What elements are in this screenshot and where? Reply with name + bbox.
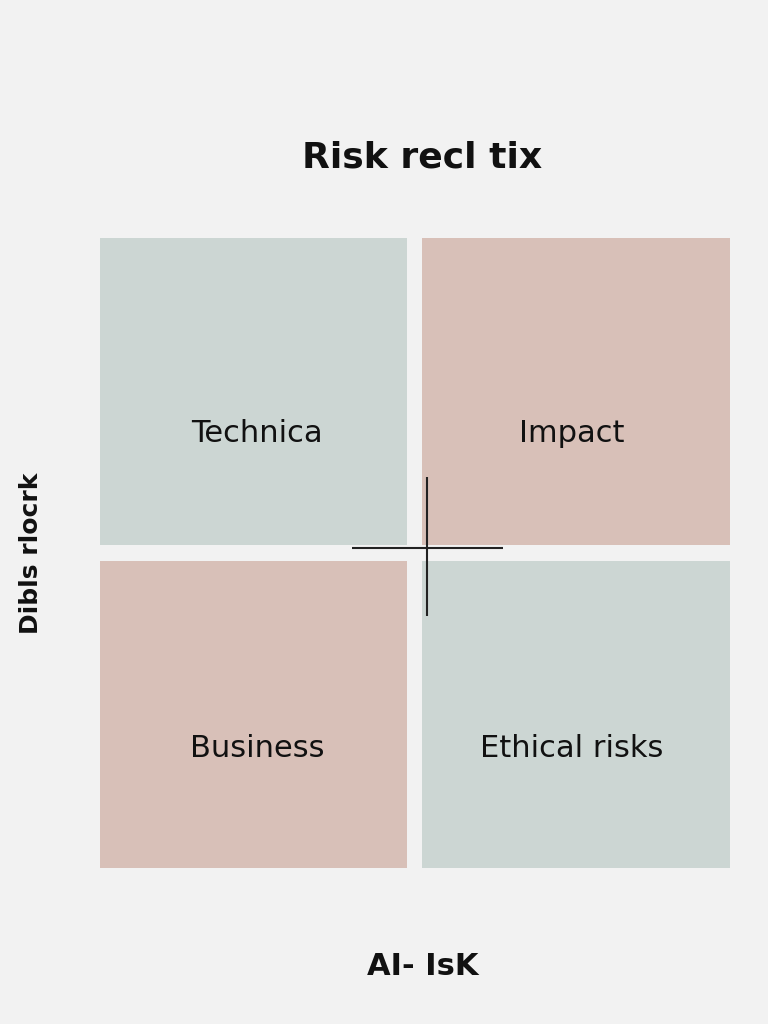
Bar <box>422 560 730 867</box>
Text: Ethical risks: Ethical risks <box>481 733 664 763</box>
Text: Technica: Technica <box>191 419 323 447</box>
Text: Dibls rlocrk: Dibls rlocrk <box>18 472 43 634</box>
Text: Risk recl tix: Risk recl tix <box>303 140 542 174</box>
Bar <box>100 238 407 546</box>
Text: Impact: Impact <box>519 419 625 447</box>
Text: Business: Business <box>190 733 325 763</box>
Bar <box>100 560 407 867</box>
Bar <box>422 238 730 546</box>
Text: AI- IsK: AI- IsK <box>366 952 478 981</box>
